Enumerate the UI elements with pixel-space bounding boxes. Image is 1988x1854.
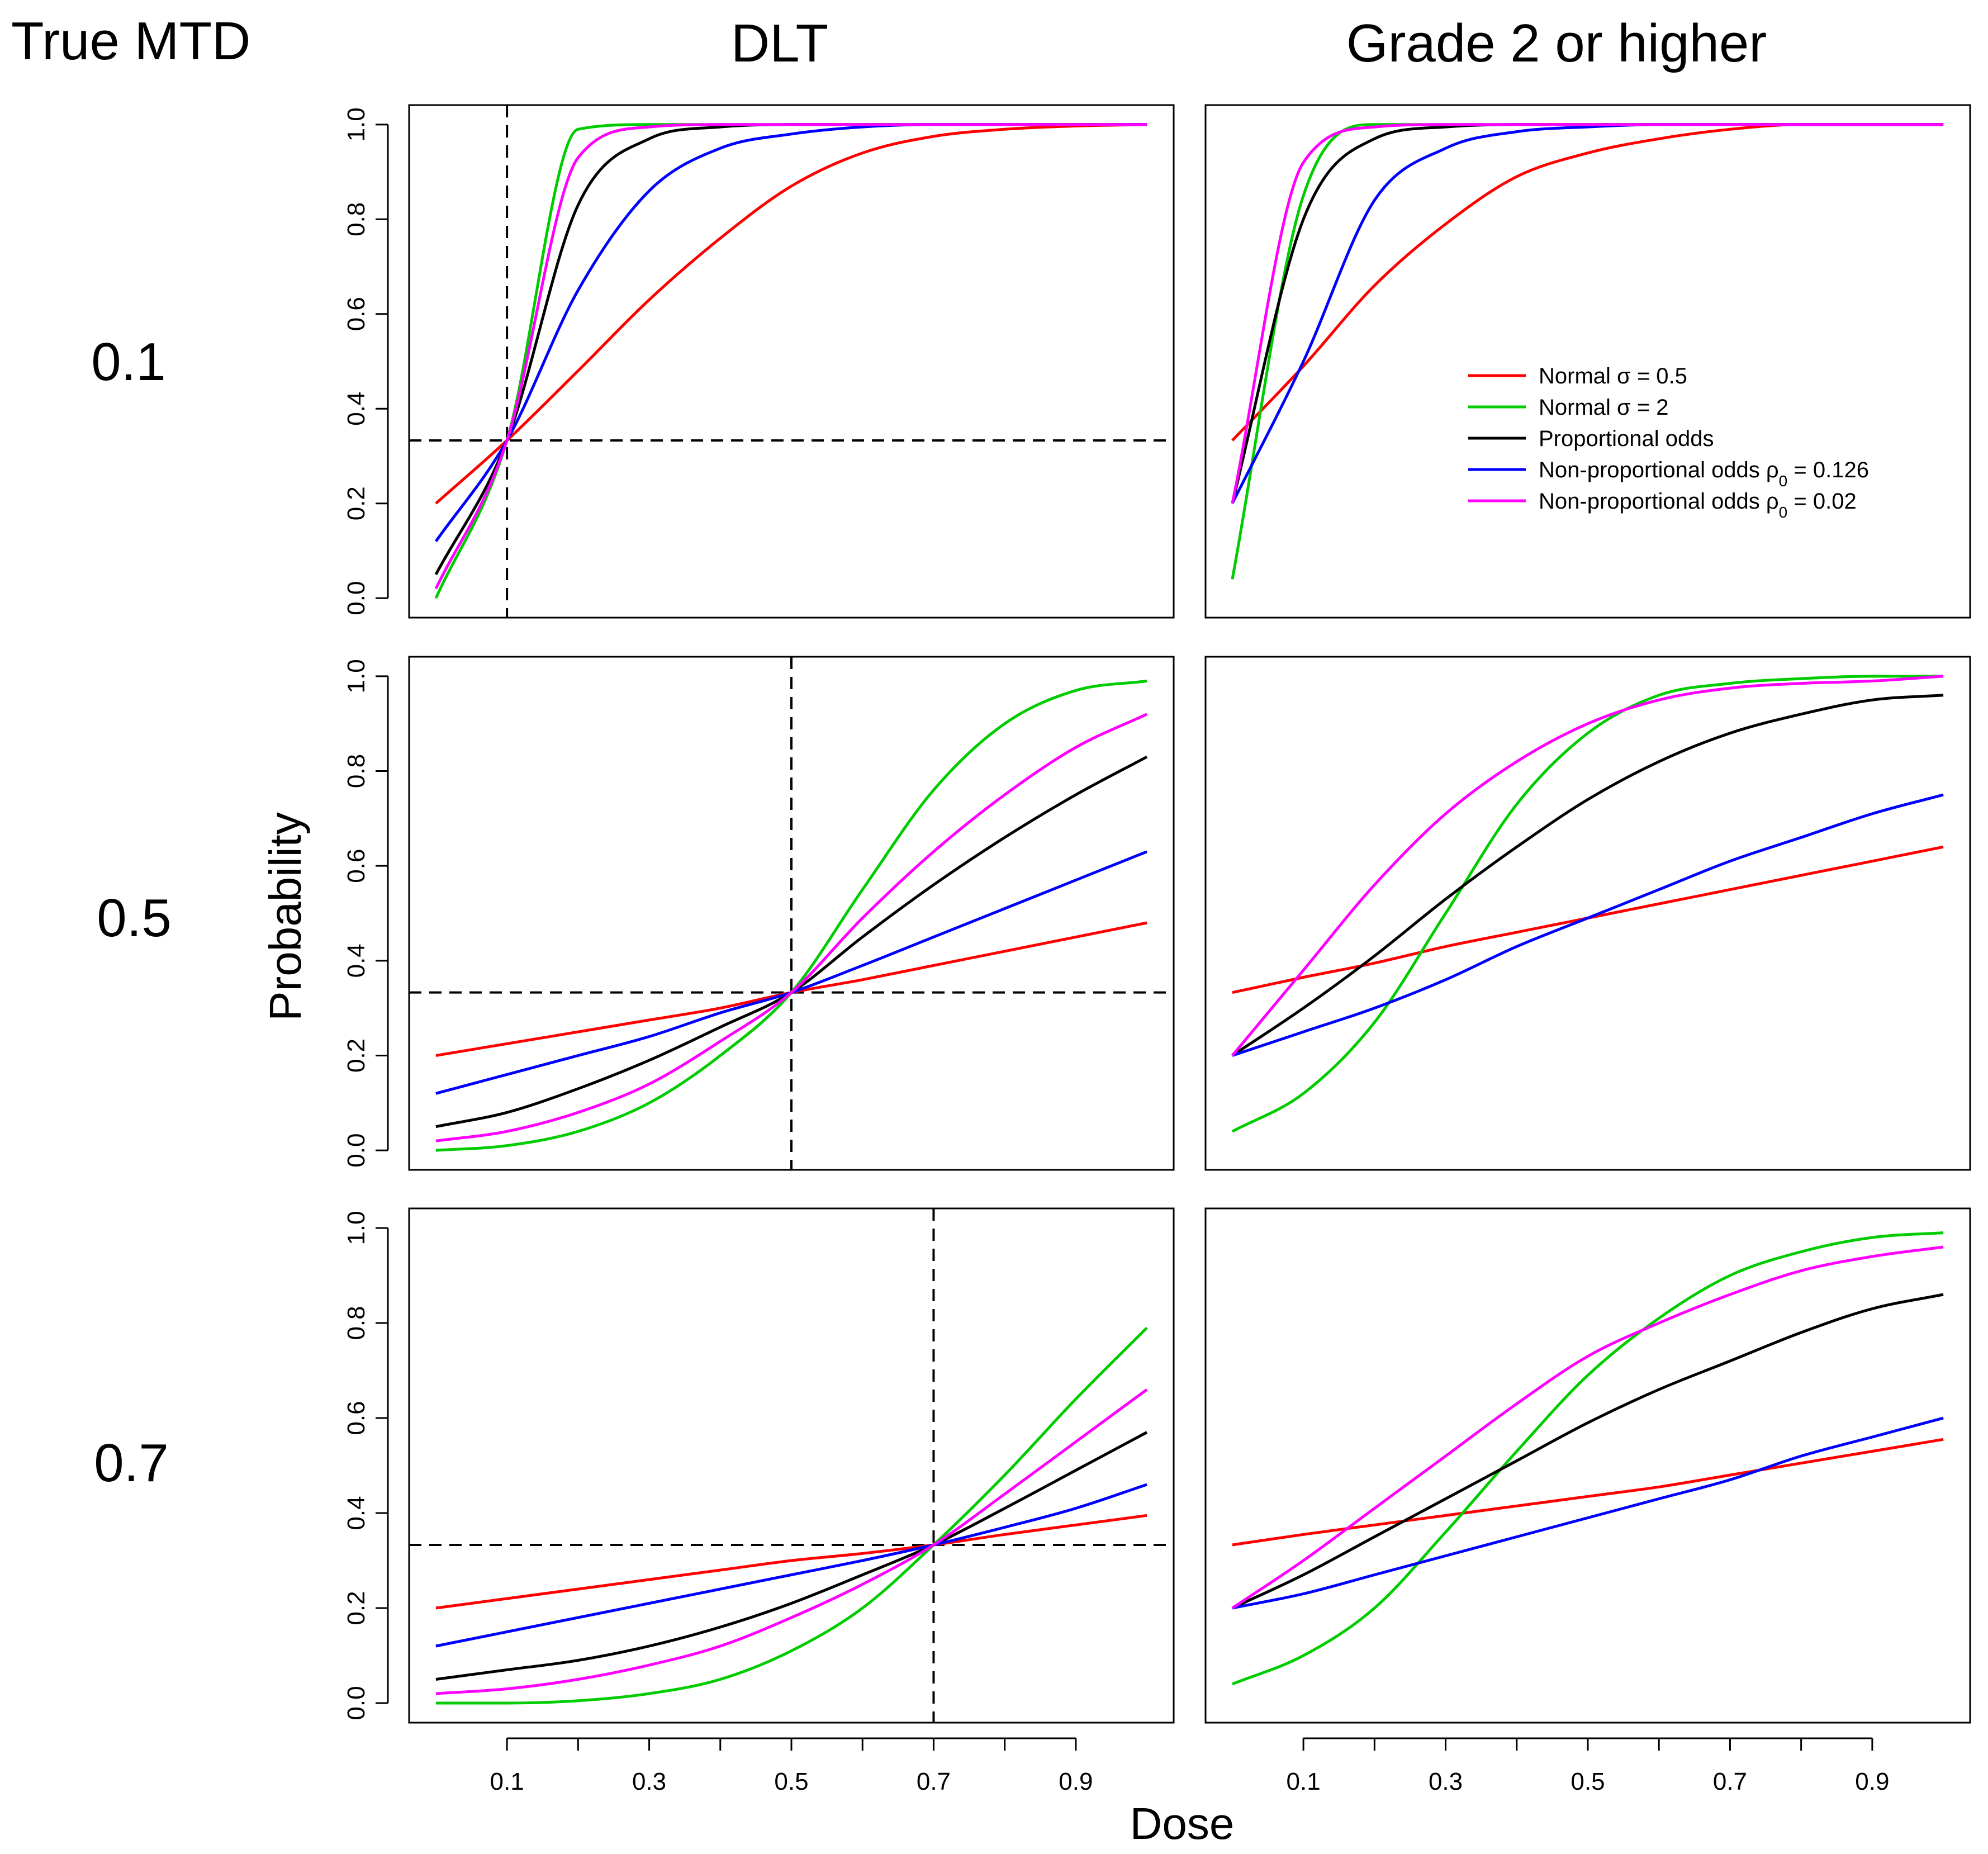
legend-label-npo02: Non-proportional odds ρ0 = 0.02	[1539, 489, 1857, 521]
legend-label-npo126: Non-proportional odds ρ0 = 0.126	[1539, 458, 1869, 490]
series-line-po	[435, 755, 1148, 1128]
series-line-n2	[435, 1326, 1148, 1705]
y-tick-label: 0.6	[343, 297, 370, 331]
y-tick-label: 0.2	[343, 1591, 370, 1625]
panel-plot-area	[409, 105, 1174, 618]
panel-plot-area	[1231, 123, 1944, 580]
legend-label-n2: Normal σ = 2	[1539, 395, 1669, 420]
x-tick-label: 0.1	[1287, 1768, 1321, 1795]
y-tick-label: 0.8	[343, 754, 370, 788]
series-line-n05	[1232, 1438, 1944, 1547]
panel-0: 0.0 0.2 0.4 0.6 0.8 1.0	[343, 104, 1175, 619]
column-header-dlt: DLT	[731, 13, 828, 73]
series-line-npo02	[1231, 675, 1944, 1057]
series-line-n2	[1231, 675, 1944, 1133]
panel-frame	[1204, 656, 1971, 1171]
y-tick-label: 0.6	[343, 849, 370, 883]
panel-frame	[1204, 104, 1971, 619]
series-line-n2	[435, 679, 1147, 1152]
panel-1	[1204, 104, 1971, 619]
y-tick-label: 0.4	[343, 1496, 370, 1530]
legend: Normal σ = 0.5 Normal σ = 2 Proportional o…	[1468, 364, 1869, 521]
x-tick-label: 0.9	[1855, 1768, 1889, 1795]
column-header-grade2: Grade 2 or higher	[1346, 13, 1767, 73]
series-line-npo02	[435, 1388, 1148, 1695]
x-tick-label: 0.3	[1429, 1768, 1463, 1795]
series-line-npo126	[1232, 793, 1944, 1057]
series-line-npo02	[435, 713, 1148, 1142]
panel-2: 0.0 0.2 0.4 0.6 0.8 1.0	[343, 656, 1175, 1171]
x-tick-label: 0.7	[917, 1768, 951, 1795]
y-tick-label: 0.6	[343, 1401, 370, 1435]
x-tick-label: 0.3	[632, 1768, 666, 1795]
series-line-npo02	[1231, 1245, 1944, 1610]
y-tick-label: 0.0	[343, 581, 370, 615]
x-tick-label: 0.5	[1571, 1768, 1605, 1795]
y-tick-label: 1.0	[343, 107, 370, 141]
panel-frame	[1204, 1207, 1971, 1724]
row-label-1: 0.5	[97, 888, 171, 948]
row-label-2: 0.7	[94, 1433, 168, 1493]
y-tick-label: 0.4	[343, 392, 370, 426]
legend-label-n05: Normal σ = 0.5	[1539, 364, 1687, 388]
panel-frame	[408, 104, 1175, 619]
legend-label-po: Proportional odds	[1539, 426, 1714, 451]
series-line-po	[435, 1431, 1148, 1681]
panel-frame	[408, 1207, 1175, 1724]
y-tick-label: 0.0	[343, 1686, 370, 1720]
panel-plot-area	[1231, 675, 1944, 1133]
y-tick-label: 1.0	[343, 1211, 370, 1245]
panels: 0.00.20.40.60.81.00.00.20.40.60.81.00.00…	[343, 104, 1971, 1795]
panel-plot-area	[409, 1208, 1174, 1723]
y-tick-label: 0.2	[343, 1039, 370, 1073]
y-tick-label: 1.0	[343, 659, 370, 693]
panel-plot-area	[1231, 1231, 1944, 1686]
x-axis-title: Dose	[1130, 1799, 1235, 1848]
y-tick-label: 0.8	[343, 1306, 370, 1340]
series-line-npo02	[434, 123, 1147, 590]
y-tick-label: 0.0	[343, 1134, 370, 1168]
panel-plot-area	[409, 657, 1174, 1170]
panel-3	[1204, 656, 1971, 1171]
panel-5: 0.1 0.3 0.5 0.7 0.9	[1204, 1207, 1971, 1795]
series-line-n2	[1231, 1231, 1944, 1686]
x-tick-label: 0.5	[774, 1768, 808, 1795]
panel-4: 0.0 0.2 0.4 0.6 0.8 1.0 0.1 0.3 0.5 0.7 0.9	[343, 1207, 1175, 1795]
x-tick-label: 0.1	[490, 1768, 524, 1795]
series-line-n05	[435, 123, 1147, 505]
series-line-npo126	[1232, 1416, 1944, 1610]
row-header: True MTD	[11, 11, 250, 71]
y-tick-label: 0.2	[343, 486, 370, 520]
y-tick-label: 0.4	[343, 943, 370, 978]
x-tick-label: 0.7	[1713, 1768, 1747, 1795]
y-axis-title: Probability	[260, 812, 310, 1021]
y-tick-label: 0.8	[343, 202, 370, 236]
series-line-npo126	[435, 1483, 1147, 1648]
series-line-n05	[435, 1514, 1147, 1610]
series-line-npo02	[1231, 123, 1944, 504]
series-line-po	[1231, 694, 1944, 1057]
row-label-0: 0.1	[91, 332, 165, 392]
x-tick-label: 0.9	[1059, 1768, 1093, 1795]
series-line-po	[1231, 1293, 1944, 1610]
